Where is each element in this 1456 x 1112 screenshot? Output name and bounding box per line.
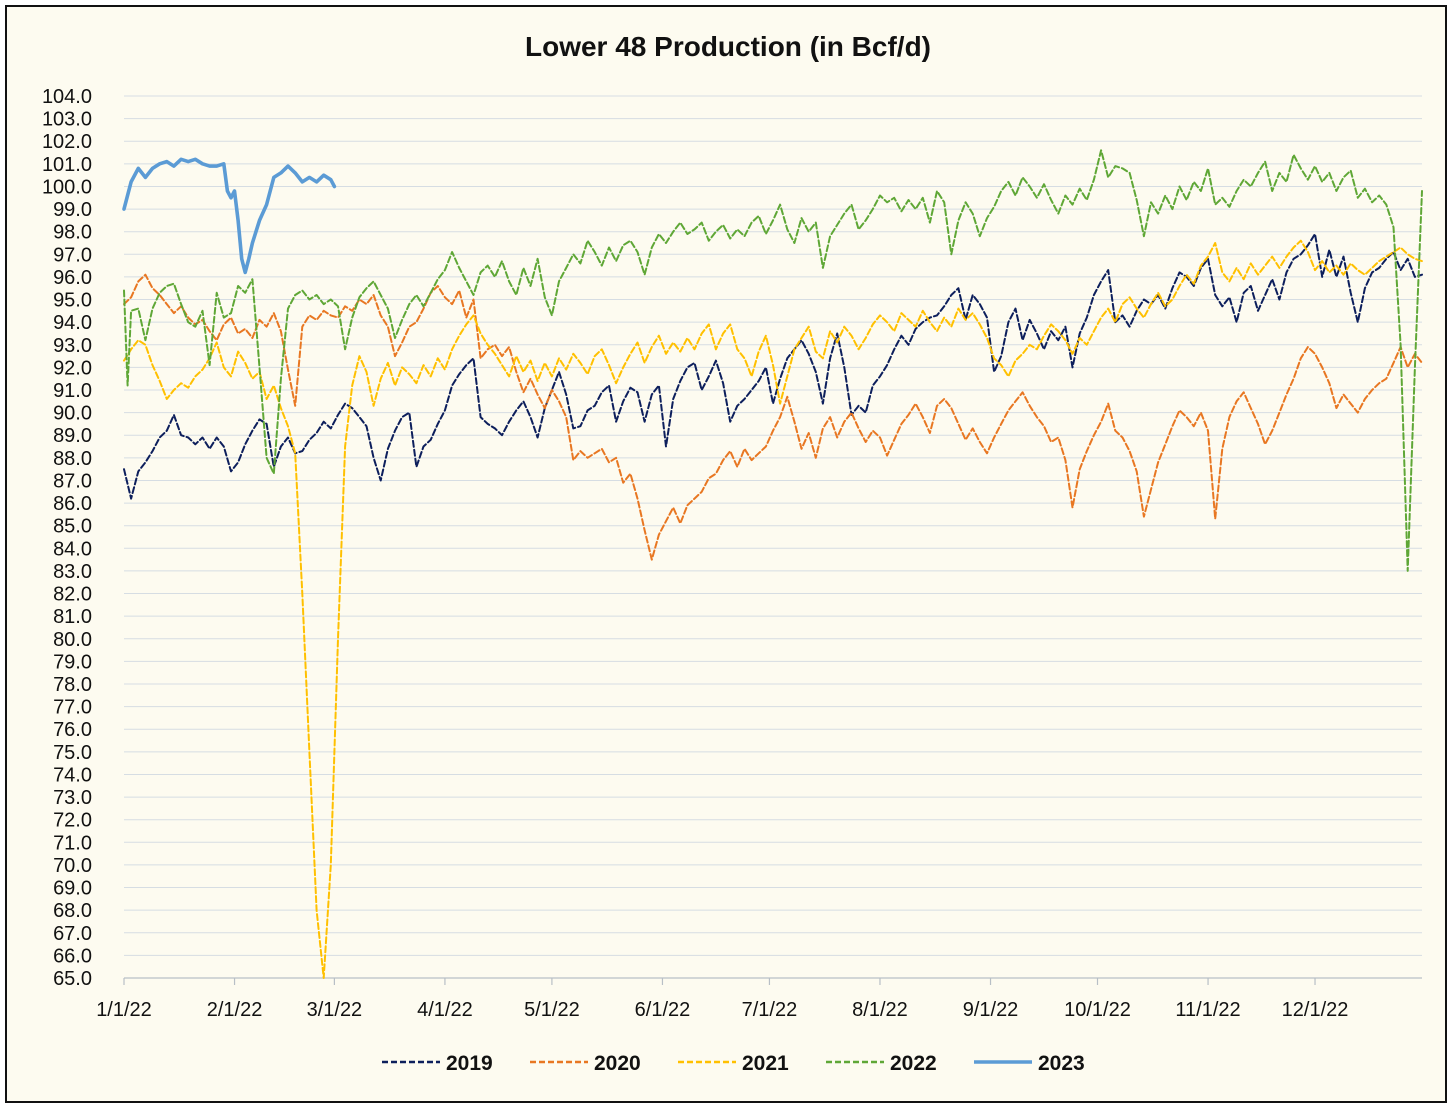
x-tick-label: 6/1/22 — [635, 999, 691, 1021]
y-tick-label: 87.0 — [53, 470, 92, 492]
x-tick-label: 5/1/22 — [524, 999, 580, 1021]
y-tick-label: 86.0 — [53, 493, 92, 515]
y-tick-label: 71.0 — [53, 832, 92, 854]
x-tick-label: 3/1/22 — [307, 999, 363, 1021]
y-tick-label: 103.0 — [42, 109, 92, 131]
series-line-2019 — [123, 233, 1423, 500]
legend: 2019 2020 2021 2022 2023 — [382, 1052, 1085, 1075]
x-tick-label: 11/1/22 — [1175, 999, 1240, 1021]
y-tick-label: 67.0 — [53, 923, 92, 945]
y-tick-label: 99.0 — [53, 199, 92, 221]
x-tick-label: 2/1/22 — [207, 999, 263, 1021]
series-line-2021 — [123, 239, 1423, 979]
y-tick-label: 72.0 — [53, 810, 92, 832]
series-line-2022 — [123, 149, 1423, 572]
y-tick-label: 91.0 — [53, 380, 92, 402]
y-tick-label: 73.0 — [53, 787, 92, 809]
x-tick-label: 8/1/22 — [852, 999, 908, 1021]
legend-label-2020: 2020 — [594, 1052, 641, 1075]
x-tick-label: 1/1/22 — [96, 999, 152, 1021]
y-tick-label: 90.0 — [53, 403, 92, 425]
legend-label-2023: 2023 — [1038, 1052, 1085, 1075]
y-tick-label: 82.0 — [53, 584, 92, 606]
y-tick-label: 104.0 — [42, 86, 92, 108]
y-tick-label: 83.0 — [53, 561, 92, 583]
grid-lines — [124, 95, 1422, 979]
y-tick-label: 77.0 — [53, 697, 92, 719]
y-tick-label: 74.0 — [53, 764, 92, 786]
legend-label-2022: 2022 — [890, 1052, 937, 1075]
y-tick-label: 100.0 — [42, 176, 92, 198]
y-tick-label: 79.0 — [53, 651, 92, 673]
y-tick-label: 94.0 — [53, 312, 92, 334]
y-tick-label: 95.0 — [53, 290, 92, 312]
y-tick-label: 84.0 — [53, 538, 92, 560]
y-tick-label: 102.0 — [42, 131, 92, 153]
y-tick-label: 101.0 — [42, 154, 92, 176]
x-tick-label: 4/1/22 — [417, 999, 473, 1021]
y-tick-label: 93.0 — [53, 335, 92, 357]
x-tick-label: 12/1/22 — [1282, 999, 1349, 1021]
y-tick-label: 81.0 — [53, 606, 92, 628]
y-tick-label: 98.0 — [53, 222, 92, 244]
y-tick-label: 70.0 — [53, 855, 92, 877]
y-tick-label: 96.0 — [53, 267, 92, 289]
series-line-2023 — [122, 157, 337, 275]
y-tick-label: 85.0 — [53, 516, 92, 538]
y-tick-label: 65.0 — [53, 968, 92, 990]
y-tick-label: 69.0 — [53, 878, 92, 900]
y-tick-label: 80.0 — [53, 629, 92, 651]
y-tick-label: 78.0 — [53, 674, 92, 696]
chart-frame — [5, 5, 1447, 1103]
legend-label-2021: 2021 — [742, 1052, 789, 1075]
chart-title: Lower 48 Production (in Bcf/d) — [525, 31, 931, 62]
legend-label-2019: 2019 — [446, 1052, 493, 1075]
x-tick-label: 7/1/22 — [742, 999, 798, 1021]
y-tick-label: 66.0 — [53, 945, 92, 967]
x-axis-ticks: 1/1/22 2/1/22 3/1/22 4/1/22 5/1/22 6/1/22 7/1/… — [96, 978, 1348, 1021]
y-tick-label: 97.0 — [53, 244, 92, 266]
y-tick-label: 68.0 — [53, 900, 92, 922]
x-tick-label: 9/1/22 — [963, 999, 1019, 1021]
series-lines — [122, 149, 1423, 979]
series-line-2020 — [123, 273, 1423, 561]
y-tick-label: 88.0 — [53, 448, 92, 470]
y-tick-label: 92.0 — [53, 357, 92, 379]
x-tick-label: 10/1/22 — [1064, 999, 1131, 1021]
y-tick-label: 76.0 — [53, 719, 92, 741]
y-axis-ticks: 65.066.067.068.069.070.071.072.073.074.0… — [42, 86, 92, 990]
y-tick-label: 75.0 — [53, 742, 92, 764]
y-tick-label: 89.0 — [53, 425, 92, 447]
